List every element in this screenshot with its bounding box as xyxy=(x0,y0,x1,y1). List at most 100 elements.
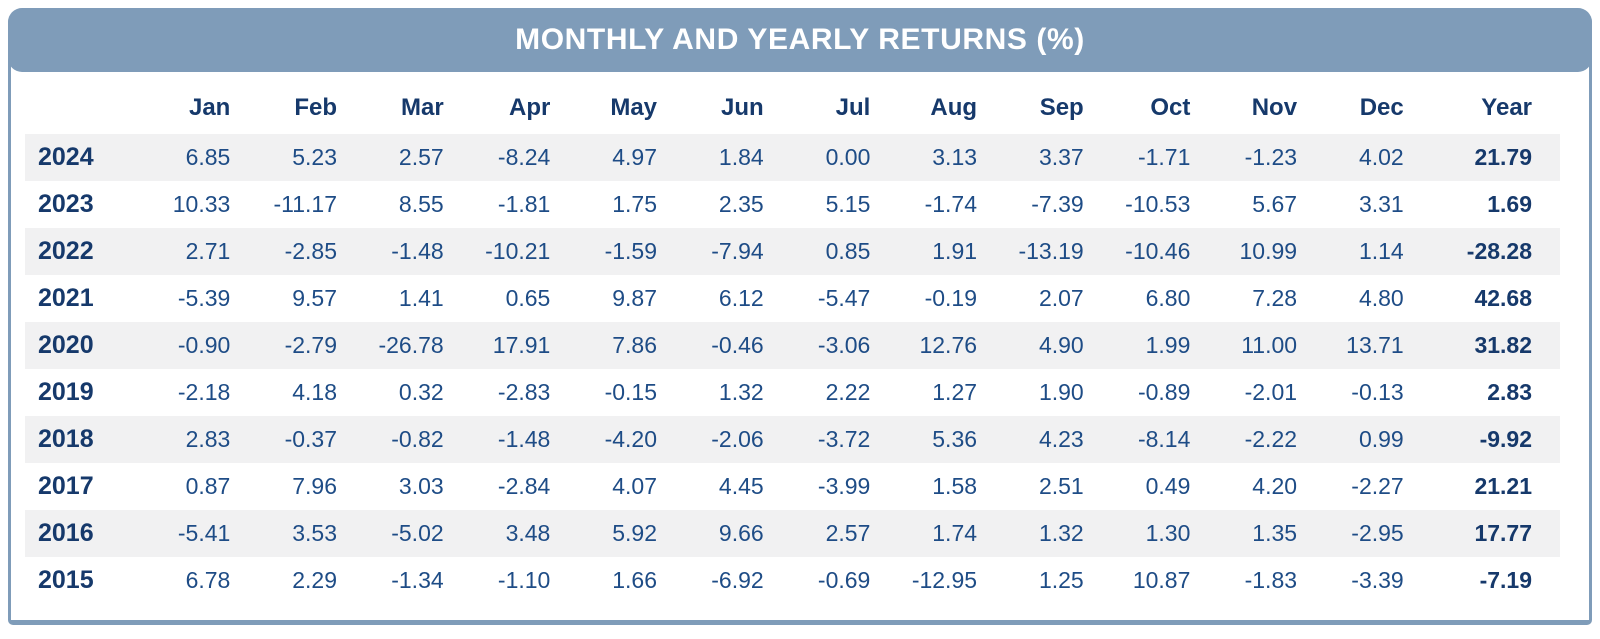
cell-2021-jul: -5.47 xyxy=(817,285,871,311)
cell-2021-dec: 4.80 xyxy=(1358,285,1404,311)
cell-2017-aug: 1.58 xyxy=(932,473,978,499)
cell-2021-apr: 0.65 xyxy=(505,285,551,311)
cell-2015-apr: -1.10 xyxy=(497,567,551,593)
cell-2024-may: 4.97 xyxy=(612,144,658,170)
column-header-dec: Dec xyxy=(1359,94,1404,121)
cell-2020-jun: -0.46 xyxy=(711,332,764,358)
cell-2018-apr: -1.48 xyxy=(497,426,551,452)
column-header-feb: Feb xyxy=(294,94,337,121)
row-label-2023: 2023 xyxy=(38,190,94,218)
cell-2023-sep: -7.39 xyxy=(1031,191,1084,217)
cell-2019-sep: 1.90 xyxy=(1038,379,1084,405)
cell-2022-feb: -2.85 xyxy=(284,238,337,264)
card-header-bar: MONTHLY AND YEARLY RETURNS (%) xyxy=(8,8,1592,72)
returns-table-wrapper: Jan Feb Mar Apr May Jun Jul Aug Sep Oct Nov Dec Year… xyxy=(11,72,1589,604)
cell-2015-jan: 6.78 xyxy=(185,567,231,593)
cell-2024-oct: -1.71 xyxy=(1137,144,1191,170)
cell-2019-apr: -2.83 xyxy=(497,379,551,405)
cell-2021-feb: 9.57 xyxy=(292,285,337,311)
cell-2019-may: -0.15 xyxy=(604,379,658,405)
cell-2020-year: 31.82 xyxy=(1474,332,1532,358)
cell-2019-dec: -0.13 xyxy=(1351,379,1404,405)
cell-2015-nov: -1.83 xyxy=(1244,567,1298,593)
cell-2018-jan: 2.83 xyxy=(185,426,231,452)
row-label-2022: 2022 xyxy=(38,237,94,265)
cell-2015-mar: -1.34 xyxy=(391,567,444,593)
column-header-may: May xyxy=(610,94,658,121)
cell-2022-sep: -13.19 xyxy=(1018,238,1084,264)
cell-2019-aug: 1.27 xyxy=(932,379,978,405)
cell-2018-feb: -0.37 xyxy=(284,426,337,452)
cell-2016-apr: 3.48 xyxy=(505,520,551,546)
table-row-2016: 2016 -5.41 3.53 -5.02 3.48 5.92 9.66 2.57 1.74 1.… xyxy=(25,510,1560,557)
cell-2015-jun: -6.92 xyxy=(711,567,764,593)
cell-2016-year: 17.77 xyxy=(1474,520,1532,546)
cell-2022-apr: -10.21 xyxy=(485,238,551,264)
cell-2020-may: 7.86 xyxy=(612,332,658,358)
column-header-jun: Jun xyxy=(721,94,764,121)
cell-2020-aug: 12.76 xyxy=(919,332,978,358)
cell-2018-jul: -3.72 xyxy=(817,426,871,452)
cell-2017-feb: 7.96 xyxy=(292,473,337,499)
cell-2022-nov: 10.99 xyxy=(1239,238,1298,264)
cell-2022-mar: -1.48 xyxy=(391,238,444,264)
cell-2017-oct: 0.49 xyxy=(1145,473,1191,499)
cell-2024-apr: -8.24 xyxy=(497,144,551,170)
row-label-2015: 2015 xyxy=(38,566,94,594)
returns-card: MONTHLY AND YEARLY RETURNS (%) Jan Feb Mar… xyxy=(8,8,1592,625)
cell-2016-dec: -2.95 xyxy=(1351,520,1404,546)
cell-2020-sep: 4.90 xyxy=(1038,332,1084,358)
cell-2020-oct: 1.99 xyxy=(1145,332,1191,358)
column-header-oct: Oct xyxy=(1150,94,1191,121)
cell-2015-feb: 2.29 xyxy=(292,567,337,593)
table-head: Jan Feb Mar Apr May Jun Jul Aug Sep Oct Nov Dec Year xyxy=(25,82,1560,134)
cell-2017-jul: -3.99 xyxy=(817,473,871,499)
table-row-2021: 2021 -5.39 9.57 1.41 0.65 9.87 6.12 -5.47 -0.19 2… xyxy=(25,275,1560,322)
cell-2022-dec: 1.14 xyxy=(1358,238,1404,264)
cell-2023-aug: -1.74 xyxy=(924,191,978,217)
table-row-2019: 2019 -2.18 4.18 0.32 -2.83 -0.15 1.32 2.22 1.27 1… xyxy=(25,369,1560,416)
cell-2024-aug: 3.13 xyxy=(932,144,978,170)
cell-2016-sep: 1.32 xyxy=(1038,520,1084,546)
cell-2016-jul: 2.57 xyxy=(825,520,871,546)
cell-2024-mar: 2.57 xyxy=(398,144,444,170)
cell-2024-year: 21.79 xyxy=(1474,144,1532,170)
cell-2016-mar: -5.02 xyxy=(391,520,444,546)
cell-2018-may: -4.20 xyxy=(604,426,658,452)
cell-2015-sep: 1.25 xyxy=(1038,567,1084,593)
cell-2019-feb: 4.18 xyxy=(292,379,337,405)
row-label-2024: 2024 xyxy=(38,143,94,171)
cell-2016-may: 5.92 xyxy=(612,520,658,546)
cell-2020-apr: 17.91 xyxy=(492,332,551,358)
row-label-2017: 2017 xyxy=(38,472,94,500)
table-row-2018: 2018 2.83 -0.37 -0.82 -1.48 -4.20 -2.06 -3.72 5.… xyxy=(25,416,1560,463)
table-body: 2024 6.85 5.23 2.57 -8.24 4.97 1.84 0.00 3.13 3.3… xyxy=(25,134,1560,604)
cell-2018-dec: 0.99 xyxy=(1358,426,1404,452)
table-row-2022: 2022 2.71 -2.85 -1.48 -10.21 -1.59 -7.94 0.85 1.… xyxy=(25,228,1560,275)
cell-2019-year: 2.83 xyxy=(1487,379,1532,405)
cell-2021-jan: -5.39 xyxy=(177,285,231,311)
column-header-aug: Aug xyxy=(930,94,978,121)
column-header-nov: Nov xyxy=(1251,94,1298,121)
table-row-2024: 2024 6.85 5.23 2.57 -8.24 4.97 1.84 0.00 3.13 3.3… xyxy=(25,134,1560,181)
cell-2023-apr: -1.81 xyxy=(497,191,551,217)
cell-2023-year: 1.69 xyxy=(1487,191,1532,217)
cell-2015-dec: -3.39 xyxy=(1351,567,1404,593)
cell-2017-jun: 4.45 xyxy=(718,473,764,499)
cell-2018-mar: -0.82 xyxy=(391,426,444,452)
row-label-2016: 2016 xyxy=(38,519,94,547)
cell-2020-jul: -3.06 xyxy=(817,332,871,358)
cell-2022-may: -1.59 xyxy=(604,238,658,264)
cell-2023-jun: 2.35 xyxy=(718,191,764,217)
cell-2023-jul: 5.15 xyxy=(825,191,871,217)
row-label-2019: 2019 xyxy=(38,378,94,406)
cell-2022-jan: 2.71 xyxy=(185,238,231,264)
cell-2022-oct: -10.46 xyxy=(1125,238,1191,264)
cell-2018-sep: 4.23 xyxy=(1038,426,1084,452)
cell-2020-mar: -26.78 xyxy=(378,332,444,358)
cell-2021-sep: 2.07 xyxy=(1038,285,1084,311)
cell-2016-feb: 3.53 xyxy=(292,520,337,546)
cell-2023-jan: 10.33 xyxy=(172,191,231,217)
cell-2019-jun: 1.32 xyxy=(718,379,764,405)
cell-2018-aug: 5.36 xyxy=(932,426,978,452)
